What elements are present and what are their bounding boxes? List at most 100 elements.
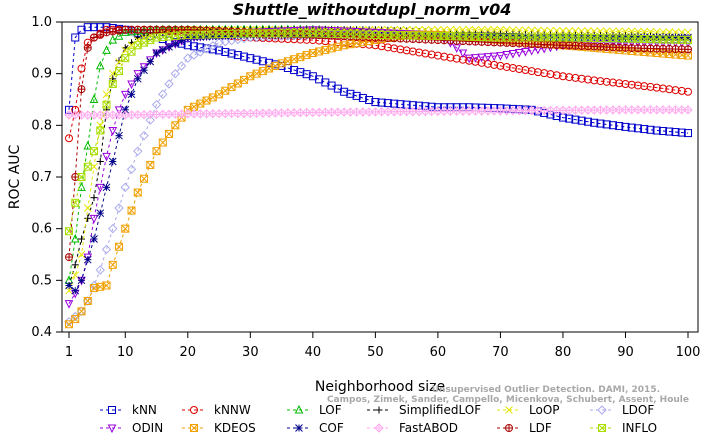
legend-item-inflo: INFLO (590, 421, 657, 434)
legend-marker-kdeos (190, 424, 198, 432)
data-point-knnw (546, 70, 555, 79)
y-tick-label: 0.6 (31, 222, 52, 237)
data-point-lof (102, 45, 111, 54)
data-point-knn (608, 121, 617, 130)
x-tick-label: 70 (492, 345, 509, 360)
data-point-knn (340, 87, 349, 96)
data-point-knn (596, 119, 605, 128)
data-point-knn (684, 129, 692, 138)
data-point-ldof (195, 47, 206, 57)
data-point-cof (127, 90, 136, 99)
data-point-knnw (440, 52, 449, 61)
data-point-cof (133, 74, 142, 83)
data-point-ldf (65, 253, 73, 262)
data-point-knnw (652, 83, 661, 92)
data-point-loop (509, 26, 517, 34)
series-line-ldof (68, 34, 689, 323)
data-point-odin (127, 80, 136, 90)
data-point-loop (521, 26, 530, 35)
data-point-knnw (390, 44, 399, 53)
x-axis-label: Neighborhood size (315, 379, 445, 395)
data-point-loop (471, 25, 480, 34)
data-point-knn (365, 96, 374, 105)
data-point-loop (615, 27, 624, 36)
data-point-odin (502, 51, 511, 60)
data-point-loop (477, 25, 486, 34)
data-point-kdeos (83, 297, 92, 305)
data-point-kdeos (71, 315, 80, 324)
data-point-knn (83, 23, 92, 32)
data-point-knnw (665, 85, 674, 94)
data-point-ldof (176, 61, 187, 71)
data-point-ldf (83, 43, 92, 52)
data-point-knn (671, 128, 680, 137)
data-point-odin (321, 26, 330, 36)
data-point-knn (290, 66, 299, 75)
data-point-loop (652, 27, 661, 36)
data-point-ldof (95, 265, 105, 275)
legend-marker-cof (295, 424, 303, 432)
data-point-lof (114, 31, 124, 40)
data-point-knnw (558, 72, 567, 81)
data-point-knnw (590, 76, 599, 85)
data-point-loop (590, 27, 599, 35)
data-point-loop (584, 27, 592, 35)
data-point-kdeos (77, 307, 86, 316)
data-point-lof (108, 34, 118, 44)
data-point-knnw (627, 80, 636, 89)
data-point-odin (89, 214, 99, 224)
data-point-inflo (90, 147, 99, 156)
legend-item-fastabod: FastABOD (367, 421, 458, 434)
legend-label: KDEOS (214, 421, 256, 434)
series-line-knn (68, 26, 689, 134)
data-point-ldof (151, 99, 162, 110)
legend-item-knnw: kNNW (182, 403, 251, 417)
series-line-lof (68, 29, 689, 281)
data-point-knn (227, 49, 236, 58)
data-point-ldof (133, 146, 143, 156)
data-point-loop (527, 26, 536, 35)
data-point-cof (152, 49, 161, 57)
data-point-knn (90, 23, 99, 32)
data-point-loop (102, 90, 111, 99)
y-tick-label: 0.5 (31, 273, 52, 288)
data-point-knnw (602, 77, 611, 86)
legend-marker-knnw (190, 406, 198, 414)
series-line-odin (68, 29, 688, 304)
data-point-knn (371, 98, 380, 107)
data-point-odin (64, 300, 74, 309)
legend-marker-inflo (598, 424, 606, 432)
legend-label: LOF (319, 403, 342, 417)
data-point-kdeos (152, 147, 161, 156)
data-point-knn (577, 116, 586, 125)
data-point-knn (590, 118, 599, 127)
data-point-cof (90, 235, 98, 243)
data-point-ldf (77, 85, 86, 94)
legend-label: kNNW (214, 403, 251, 417)
data-point-knn (665, 127, 674, 136)
data-point-loop (665, 28, 674, 36)
data-point-knn (302, 70, 311, 79)
data-point-odin (296, 26, 305, 36)
data-point-odin (133, 70, 143, 79)
x-tick-label: 20 (180, 345, 197, 360)
data-point-odin (346, 27, 355, 37)
data-point-knn (258, 57, 267, 66)
legend-marker-ldf (505, 424, 513, 432)
legend-marker-lof (294, 404, 304, 414)
data-point-odin (333, 27, 343, 36)
data-point-ldof (201, 44, 212, 54)
data-point-odin (95, 183, 105, 193)
data-point-loop (596, 27, 605, 35)
legend-label: LDOF (622, 403, 654, 417)
data-point-knn (565, 114, 574, 123)
series-fastabod (64, 105, 693, 120)
data-point-knn (346, 89, 355, 98)
legend-item-lof: LOF (287, 403, 342, 417)
data-point-simplifiedlof (109, 75, 117, 83)
legend-marker-odin (107, 424, 117, 434)
x-tick-label: 40 (305, 345, 322, 360)
data-point-inflo (127, 47, 136, 56)
data-point-knn (296, 68, 305, 77)
data-point-loop (571, 27, 580, 35)
